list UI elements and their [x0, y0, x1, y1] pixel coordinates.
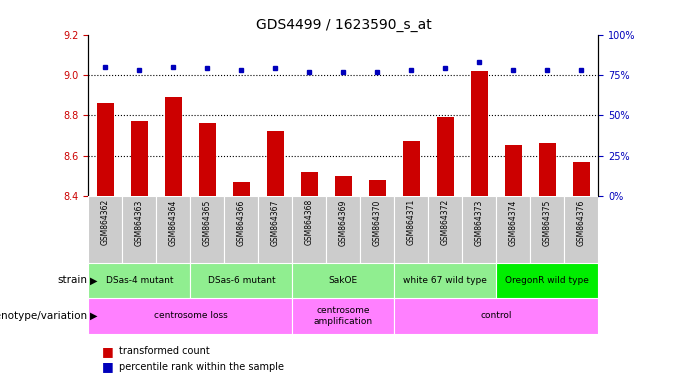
Bar [394, 298, 598, 334]
Bar [199, 123, 216, 196]
Text: OregonR wild type: OregonR wild type [505, 276, 590, 285]
Bar [573, 162, 590, 196]
Bar [394, 196, 428, 263]
Bar [88, 196, 122, 263]
Bar [88, 298, 292, 334]
Text: GSM864371: GSM864371 [407, 199, 416, 245]
Bar [131, 121, 148, 196]
Bar [496, 263, 598, 298]
Bar [258, 196, 292, 263]
Text: ■: ■ [102, 360, 114, 373]
Text: GSM864365: GSM864365 [203, 199, 212, 246]
Text: GSM864366: GSM864366 [237, 199, 246, 246]
Text: transformed count: transformed count [119, 346, 209, 356]
Bar [233, 182, 250, 196]
Text: GSM864362: GSM864362 [101, 199, 110, 245]
Text: genotype/variation: genotype/variation [0, 311, 88, 321]
Text: ■: ■ [102, 345, 114, 358]
Bar [505, 146, 522, 196]
Bar [360, 196, 394, 263]
Bar [437, 117, 454, 196]
Title: GDS4499 / 1623590_s_at: GDS4499 / 1623590_s_at [256, 18, 431, 32]
Text: GSM864369: GSM864369 [339, 199, 348, 246]
Text: DSas-4 mutant: DSas-4 mutant [105, 276, 173, 285]
Text: strain: strain [58, 275, 88, 285]
Bar [292, 298, 394, 334]
Bar [428, 196, 462, 263]
Text: GSM864373: GSM864373 [475, 199, 484, 246]
Bar [462, 196, 496, 263]
Text: centrosome
amplification: centrosome amplification [314, 306, 373, 326]
Bar [267, 131, 284, 196]
Bar [97, 103, 114, 196]
Bar [301, 172, 318, 196]
Text: GSM864376: GSM864376 [577, 199, 586, 246]
Text: percentile rank within the sample: percentile rank within the sample [119, 362, 284, 372]
Bar [530, 196, 564, 263]
Bar [165, 97, 182, 196]
Bar [564, 196, 598, 263]
Text: GSM864364: GSM864364 [169, 199, 178, 246]
Bar [326, 196, 360, 263]
Bar [292, 263, 394, 298]
Bar [88, 263, 190, 298]
Text: GSM864372: GSM864372 [441, 199, 450, 245]
Bar [122, 196, 156, 263]
Bar [156, 196, 190, 263]
Bar [224, 196, 258, 263]
Bar [190, 196, 224, 263]
Bar [403, 141, 420, 196]
Text: GSM864375: GSM864375 [543, 199, 552, 246]
Bar [335, 176, 352, 196]
Bar [471, 71, 488, 196]
Bar [190, 263, 292, 298]
Text: centrosome loss: centrosome loss [154, 311, 227, 320]
Text: GSM864368: GSM864368 [305, 199, 314, 245]
Bar [394, 263, 496, 298]
Text: GSM864363: GSM864363 [135, 199, 144, 246]
Text: white 67 wild type: white 67 wild type [403, 276, 488, 285]
Text: SakOE: SakOE [329, 276, 358, 285]
Text: GSM864367: GSM864367 [271, 199, 280, 246]
Text: ▶: ▶ [90, 275, 97, 285]
Bar [292, 196, 326, 263]
Text: GSM864370: GSM864370 [373, 199, 382, 246]
Text: control: control [481, 311, 512, 320]
Text: ▶: ▶ [90, 311, 97, 321]
Text: DSas-6 mutant: DSas-6 mutant [207, 276, 275, 285]
Text: GSM864374: GSM864374 [509, 199, 518, 246]
Bar [369, 180, 386, 196]
Bar [496, 196, 530, 263]
Bar [539, 144, 556, 196]
